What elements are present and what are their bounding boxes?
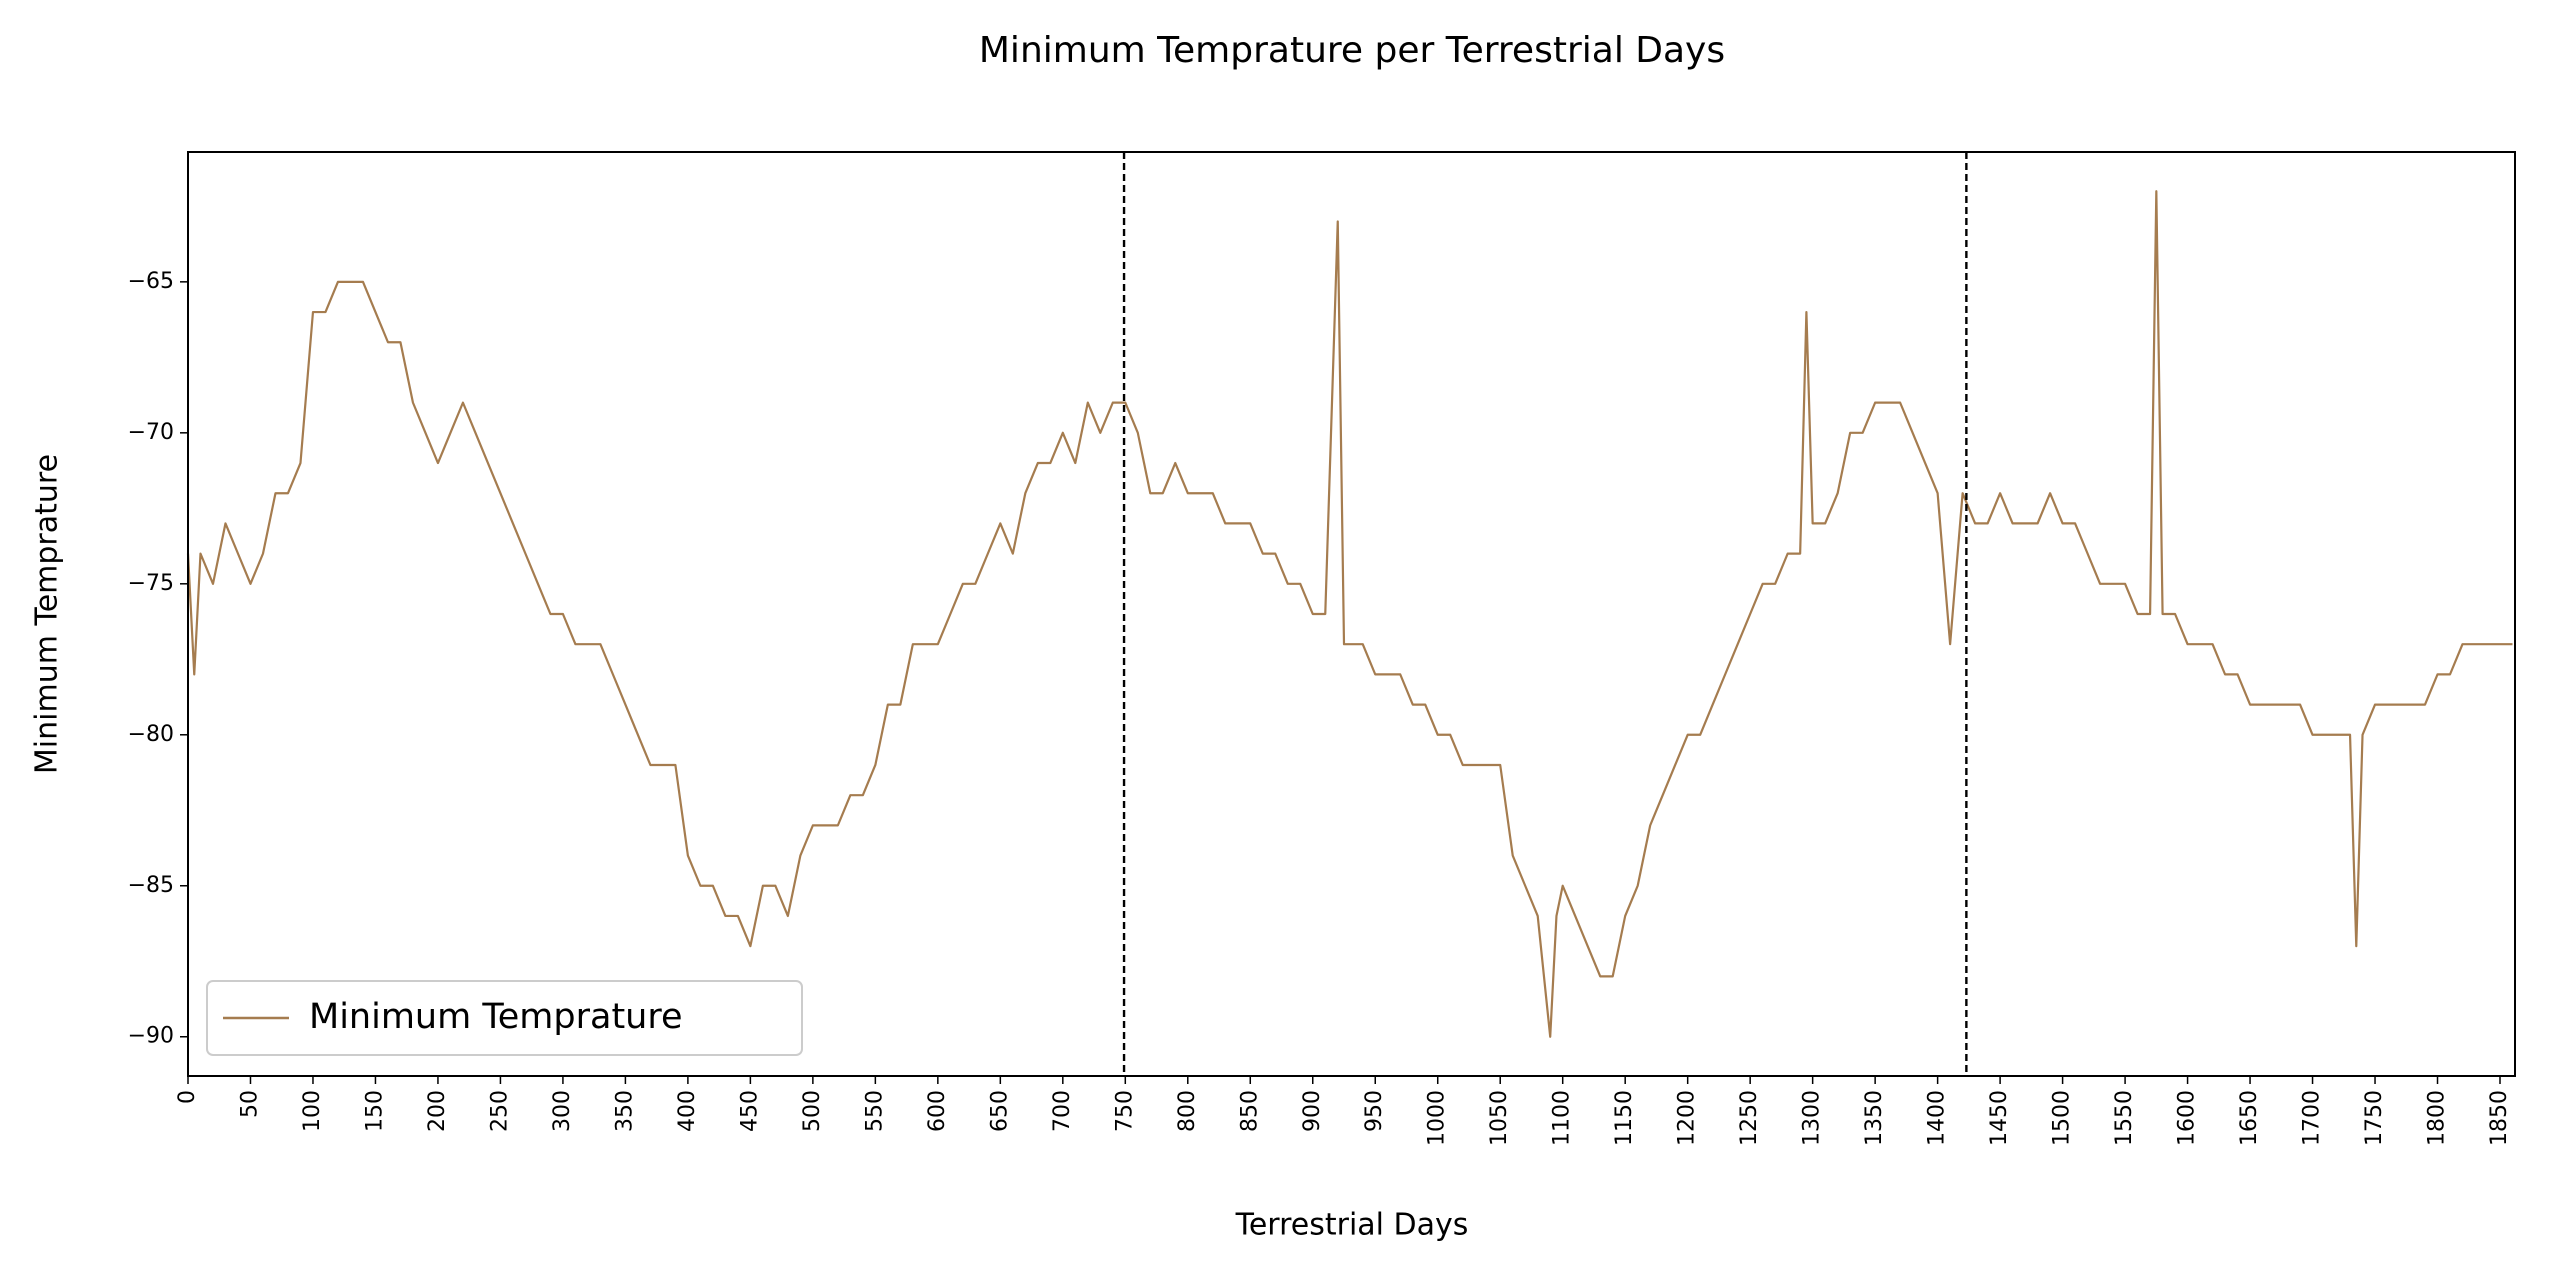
x-tick-label: 1500 — [2050, 1090, 2075, 1146]
x-tick-label: 1350 — [1862, 1090, 1887, 1146]
x-tick-label: 300 — [550, 1090, 575, 1132]
chart-title: Minimum Temprature per Terrestrial Days — [979, 30, 1725, 71]
x-tick-label: 1200 — [1675, 1090, 1700, 1146]
x-tick-label: 1450 — [1987, 1090, 2012, 1146]
x-tick-label: 1400 — [1925, 1090, 1950, 1146]
x-tick-label: 1100 — [1550, 1090, 1575, 1146]
x-tick-label: 900 — [1300, 1090, 1325, 1132]
legend-label: Minimum Temprature — [309, 997, 683, 1037]
x-axis-label: Terrestrial Days — [1235, 1208, 1469, 1243]
y-tick-label: −75 — [128, 571, 174, 596]
y-tick-label: −90 — [128, 1024, 174, 1049]
x-tick-label: 500 — [800, 1090, 825, 1132]
x-tick-label: 550 — [862, 1090, 887, 1132]
x-tick-label: 1700 — [2300, 1090, 2325, 1146]
x-tick-label: 700 — [1050, 1090, 1075, 1132]
x-tick-label: 800 — [1175, 1090, 1200, 1132]
x-tick-label: 400 — [675, 1090, 700, 1132]
x-tick-label: 50 — [237, 1090, 262, 1118]
x-tick-label: 100 — [300, 1090, 325, 1132]
x-tick-label: 950 — [1362, 1090, 1387, 1132]
x-tick-label: 250 — [487, 1090, 512, 1132]
data-line — [186, 190, 2513, 1038]
x-tick-label: 1800 — [2425, 1090, 2450, 1146]
x-tick-label: 1250 — [1737, 1090, 1762, 1146]
x-tick-label: 1000 — [1425, 1090, 1450, 1146]
x-tick-label: 150 — [362, 1090, 387, 1132]
y-tick-label: −65 — [128, 269, 174, 294]
x-tick-label: 850 — [1237, 1090, 1262, 1132]
x-tick-label: 1750 — [2362, 1090, 2387, 1146]
y-axis-label: Minimum Temprature — [30, 454, 65, 774]
x-tick-label: 1550 — [2112, 1090, 2137, 1146]
x-tick-label: 600 — [925, 1090, 950, 1132]
x-tick-label: 1650 — [2237, 1090, 2262, 1146]
y-tick-label: −80 — [128, 722, 174, 747]
x-tick-label: 350 — [612, 1090, 637, 1132]
x-tick-label: 750 — [1112, 1090, 1137, 1132]
x-tick-label: 0 — [175, 1090, 200, 1104]
x-tick-label: 1050 — [1487, 1090, 1512, 1146]
x-tick-label: 450 — [737, 1090, 762, 1132]
x-tick-label: 1600 — [2175, 1090, 2200, 1146]
x-tick-label: 1850 — [2487, 1090, 2512, 1146]
x-tick-label: 650 — [987, 1090, 1012, 1132]
x-tick-label: 1150 — [1612, 1090, 1637, 1146]
y-tick-label: −85 — [128, 873, 174, 898]
legend-box — [206, 980, 803, 1056]
y-tick-label: −70 — [128, 420, 174, 445]
x-tick-label: 200 — [425, 1090, 450, 1132]
x-tick-label: 1300 — [1800, 1090, 1825, 1146]
plot-frame — [187, 151, 2516, 1077]
